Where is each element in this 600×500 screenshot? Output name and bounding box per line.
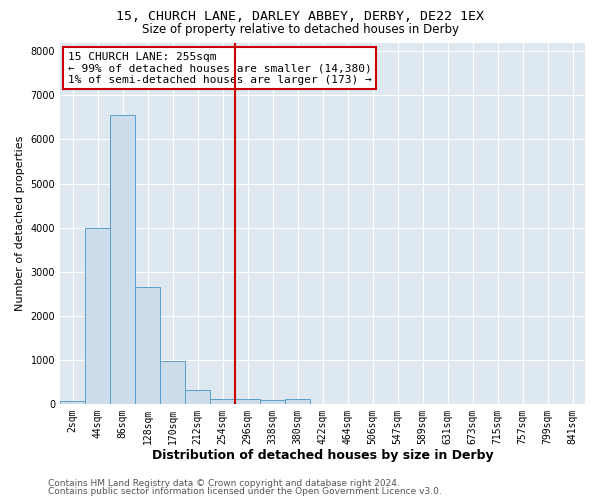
Bar (135, 287, 160, 404)
Bar (185, 390, 210, 404)
Bar (110, 115, 135, 404)
Bar (60, 400, 85, 404)
Text: Size of property relative to detached houses in Derby: Size of property relative to detached ho… (142, 22, 458, 36)
Bar (160, 360, 185, 404)
Y-axis label: Number of detached properties: Number of detached properties (15, 136, 25, 311)
Bar (235, 399, 260, 404)
Bar (210, 399, 235, 404)
X-axis label: Distribution of detached houses by size in Derby: Distribution of detached houses by size … (152, 450, 493, 462)
Bar (285, 400, 310, 404)
Text: Contains public sector information licensed under the Open Government Licence v3: Contains public sector information licen… (48, 487, 442, 496)
Text: Contains HM Land Registry data © Crown copyright and database right 2024.: Contains HM Land Registry data © Crown c… (48, 478, 400, 488)
Bar (85, 228, 110, 404)
Bar (260, 400, 285, 404)
Text: 15 CHURCH LANE: 255sqm
← 99% of detached houses are smaller (14,380)
1% of semi-: 15 CHURCH LANE: 255sqm ← 99% of detached… (68, 52, 371, 84)
Text: 15, CHURCH LANE, DARLEY ABBEY, DERBY, DE22 1EX: 15, CHURCH LANE, DARLEY ABBEY, DERBY, DE… (116, 10, 484, 23)
